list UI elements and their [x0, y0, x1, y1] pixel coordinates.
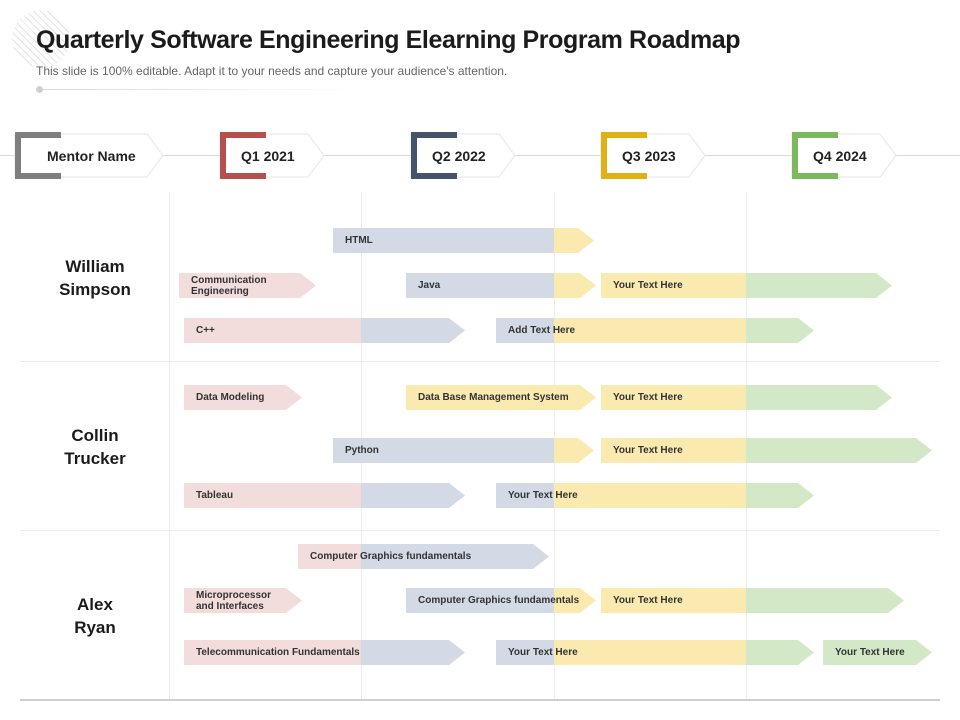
header-label: Q1 2021	[241, 148, 295, 164]
task-bar: Microprocessor and Interfaces	[184, 588, 302, 613]
task-bar: Computer Graphics fundamentals	[298, 544, 549, 569]
task-label: Computer Graphics fundamentals	[418, 595, 580, 606]
header-label: Mentor Name	[47, 148, 136, 164]
task-bar: Add Text Here	[496, 318, 814, 343]
task-bar: Python	[333, 438, 594, 463]
header-arrow-shape	[791, 132, 897, 179]
task-label: Data Modeling	[196, 392, 265, 403]
task-bar: Your Text Here	[823, 640, 932, 665]
mentor-last-name: Simpson	[59, 280, 131, 299]
task-bar-shape	[184, 318, 465, 343]
task-bar-shape	[601, 385, 892, 410]
header-label: Q3 2023	[622, 148, 676, 164]
task-bar-shape	[601, 588, 904, 613]
task-bar-shape	[601, 438, 932, 463]
task-bar: Telecommunication Fundamentals	[184, 640, 465, 665]
task-label: Telecommunication Fundamentals	[196, 647, 360, 658]
task-bar: Tableau	[184, 483, 465, 508]
mentor-name: Collin Trucker	[20, 424, 170, 470]
task-label: Your Text Here	[613, 392, 683, 403]
task-label: Data Base Management System	[418, 392, 569, 403]
mentor-name: William Simpson	[20, 255, 170, 301]
mentor-last-name: Trucker	[64, 449, 126, 468]
task-bar: Your Text Here	[496, 640, 814, 665]
task-bar-shape	[406, 588, 596, 613]
task-bar-shape	[298, 544, 549, 569]
task-label: Your Text Here	[613, 280, 683, 291]
task-bar: Your Text Here	[601, 588, 904, 613]
task-bar: Your Text Here	[601, 273, 892, 298]
task-label: Communication Engineering	[191, 274, 267, 297]
task-bar-shape	[601, 273, 892, 298]
column-divider	[169, 192, 170, 700]
task-label: Your Text Here	[613, 445, 683, 456]
mentor-first-name: Alex	[77, 595, 113, 614]
task-bar: Data Base Management System	[406, 385, 596, 410]
mentor-first-name: Collin	[71, 426, 119, 445]
header-arrow-shape	[14, 132, 164, 179]
mentor-first-name: William	[65, 257, 125, 276]
task-bar: Data Modeling	[184, 385, 302, 410]
task-bar: Your Text Here	[496, 483, 814, 508]
page-title: Quarterly Software Engineering Elearning…	[36, 26, 741, 54]
mentor-name: Alex Ryan	[20, 593, 170, 639]
subtitle-divider	[40, 89, 360, 90]
task-label: HTML	[345, 235, 373, 246]
task-bar: Computer Graphics fundamentals	[406, 588, 596, 613]
task-bar-shape	[496, 318, 814, 343]
task-bar-shape	[496, 483, 814, 508]
task-bar-shape	[406, 385, 596, 410]
task-bar: HTML	[333, 228, 594, 253]
task-bar: Your Text Here	[601, 385, 892, 410]
task-label: Python	[345, 445, 379, 456]
header-arrow-shape	[600, 132, 706, 179]
task-bar-shape	[184, 588, 302, 613]
task-label: Computer Graphics fundamentals	[310, 551, 472, 562]
task-bar: Your Text Here	[601, 438, 932, 463]
task-label: Microprocessor and Interfaces	[196, 589, 272, 612]
task-bar-shape	[496, 640, 814, 665]
task-bar-shape	[184, 640, 465, 665]
task-label: Your Text Here	[613, 595, 683, 606]
task-bar-shape	[406, 273, 596, 298]
mentor-last-name: Ryan	[74, 618, 116, 637]
bottom-rule	[20, 699, 940, 701]
task-label: Your Text Here	[508, 490, 578, 501]
header-label: Q2 2022	[432, 148, 486, 164]
row-divider	[20, 530, 940, 531]
task-bar-shape	[333, 228, 594, 253]
header-arrow-shape	[219, 132, 325, 179]
page-subtitle: This slide is 100% editable. Adapt it to…	[36, 64, 508, 78]
task-bar-shape	[179, 273, 316, 298]
task-label: Your Text Here	[835, 647, 905, 658]
task-label: Tableau	[196, 490, 234, 501]
task-label: C++	[196, 325, 215, 336]
task-bar-shape	[184, 385, 302, 410]
row-divider	[20, 361, 940, 362]
task-label: Your Text Here	[508, 647, 578, 658]
task-bar-shape	[184, 483, 465, 508]
subtitle-divider-dot	[36, 86, 43, 93]
decorative-circle	[12, 10, 70, 68]
task-bar-shape	[333, 438, 594, 463]
task-bar: Communication Engineering	[179, 273, 316, 298]
task-bar: Java	[406, 273, 596, 298]
task-label: Java	[418, 280, 441, 291]
header-arrow-shape	[410, 132, 516, 179]
task-bar-shape	[823, 640, 932, 665]
task-label: Add Text Here	[508, 325, 576, 336]
task-bar: C++	[184, 318, 465, 343]
header-label: Q4 2024	[813, 148, 867, 164]
